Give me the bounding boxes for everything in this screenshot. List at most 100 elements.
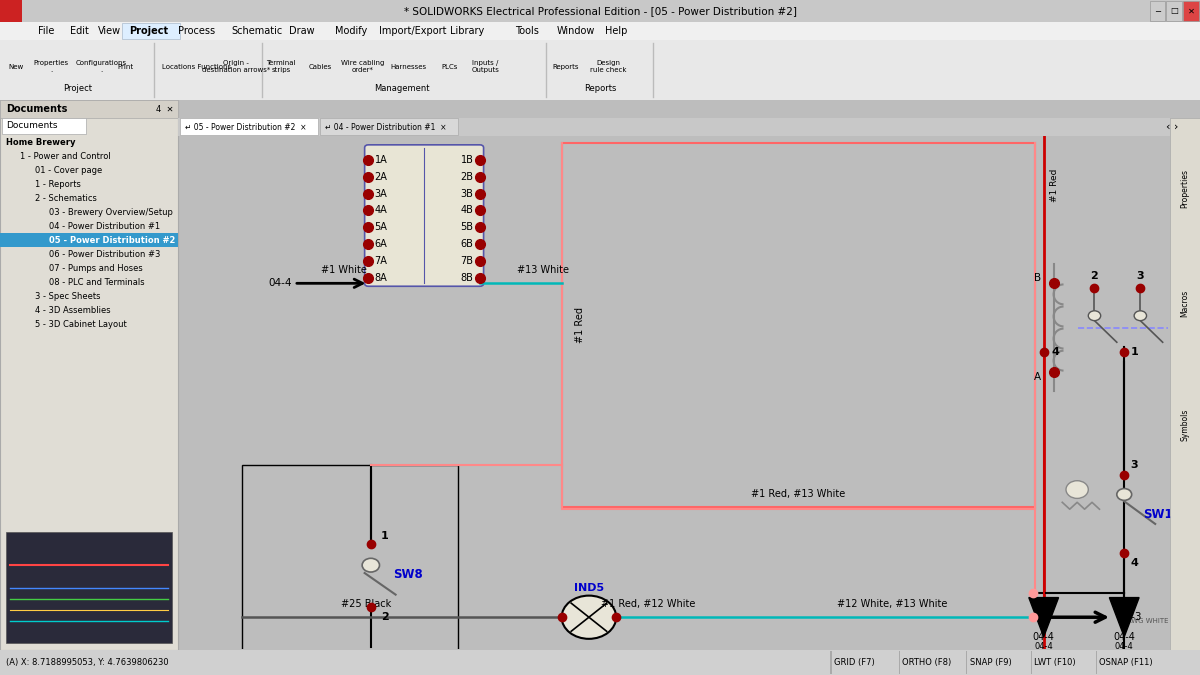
- Text: 2: 2: [380, 612, 389, 622]
- Text: 06 - Power Distribution #3: 06 - Power Distribution #3: [49, 250, 161, 259]
- Text: B: B: [1034, 273, 1042, 284]
- Circle shape: [1134, 310, 1146, 321]
- Text: Edit: Edit: [70, 26, 89, 36]
- Text: 3: 3: [1136, 271, 1144, 281]
- Text: GRID (F7): GRID (F7): [834, 658, 875, 667]
- Text: Design
rule check: Design rule check: [590, 60, 626, 73]
- Text: Window: Window: [557, 26, 595, 36]
- Text: LWT (F10): LWT (F10): [1034, 658, 1076, 667]
- Text: 3 - Spec Sheets: 3 - Spec Sheets: [35, 292, 101, 301]
- Bar: [242, 465, 457, 666]
- Text: 05 - Power Distribution #2: 05 - Power Distribution #2: [49, 236, 175, 245]
- Text: Print: Print: [118, 63, 133, 70]
- Text: ↵ 05 - Power Distribution #2  ×: ↵ 05 - Power Distribution #2 ×: [185, 122, 306, 132]
- Text: #12 White, #13 White: #12 White, #13 White: [836, 599, 947, 610]
- Text: OSNAP (F11): OSNAP (F11): [1099, 658, 1153, 667]
- Text: SNAP (F9): SNAP (F9): [970, 658, 1012, 667]
- Text: #25 Black: #25 Black: [341, 599, 391, 610]
- Text: Symbols: Symbols: [1181, 409, 1189, 441]
- Text: * SOLIDWORKS Electrical Professional Edition - [05 - Power Distribution #2]: * SOLIDWORKS Electrical Professional Edi…: [403, 6, 797, 16]
- Text: Help: Help: [605, 26, 628, 36]
- Text: 01 - Cover page: 01 - Cover page: [35, 166, 102, 175]
- Text: #1 Red, #13 White: #1 Red, #13 White: [751, 489, 846, 500]
- Text: 7B: 7B: [461, 256, 474, 267]
- Text: 5: 5: [1174, 271, 1181, 281]
- Text: 04-4: 04-4: [1114, 632, 1135, 642]
- Text: 04-4: 04-4: [1034, 642, 1054, 651]
- Text: 04-4: 04-4: [268, 278, 292, 288]
- Text: Inputs /
Outputs: Inputs / Outputs: [472, 60, 499, 73]
- Circle shape: [362, 558, 379, 572]
- Text: Process: Process: [178, 26, 215, 36]
- Text: #1 Red: #1 Red: [1050, 169, 1058, 202]
- Text: ‹ ›: ‹ ›: [1166, 122, 1178, 132]
- Text: 4: 4: [1130, 558, 1139, 568]
- Text: Home Brewery: Home Brewery: [6, 138, 76, 147]
- Text: Harnesses: Harnesses: [390, 63, 426, 70]
- Text: 7A: 7A: [374, 256, 388, 267]
- Text: CR3: CR3: [1180, 321, 1200, 334]
- Text: Properties
.: Properties .: [34, 60, 68, 73]
- Text: #1 White: #1 White: [320, 265, 366, 275]
- Text: 1: 1: [380, 531, 389, 541]
- Bar: [562, 143, 1036, 507]
- Circle shape: [1088, 310, 1100, 321]
- Text: 6B: 6B: [461, 240, 474, 249]
- Text: Project: Project: [64, 84, 92, 93]
- Text: 2 - Schematics: 2 - Schematics: [35, 194, 97, 203]
- Text: 4B: 4B: [461, 205, 474, 215]
- Text: 03 - Brewery Overview/Setup: 03 - Brewery Overview/Setup: [49, 208, 173, 217]
- Text: 5A: 5A: [374, 222, 388, 232]
- Text: 5 - 3D Cabinet Layout: 5 - 3D Cabinet Layout: [35, 320, 126, 329]
- Text: Documents: Documents: [6, 104, 67, 114]
- Text: PLCs: PLCs: [442, 63, 458, 70]
- FancyBboxPatch shape: [365, 145, 484, 286]
- Text: 04 - Power Distribution #1: 04 - Power Distribution #1: [49, 222, 161, 231]
- Text: 6A: 6A: [374, 240, 388, 249]
- Text: 8B: 8B: [461, 273, 474, 284]
- Text: 1: 1: [1130, 347, 1138, 357]
- Text: Import/Export: Import/Export: [379, 26, 446, 36]
- Text: File: File: [38, 26, 55, 36]
- Text: Schematic: Schematic: [232, 26, 283, 36]
- Text: Reports: Reports: [584, 84, 616, 93]
- Text: Documents: Documents: [6, 122, 58, 130]
- Text: Terminal
strips: Terminal strips: [266, 60, 296, 73]
- Text: 4  ✕: 4 ✕: [156, 105, 174, 113]
- Text: Project: Project: [130, 26, 169, 36]
- Text: (A) X: 8.7188995053, Y: 4.7639806230: (A) X: 8.7188995053, Y: 4.7639806230: [6, 658, 169, 667]
- Text: 07 - Pumps and Hoses: 07 - Pumps and Hoses: [49, 264, 143, 273]
- Text: Cables: Cables: [308, 63, 331, 70]
- Text: SW1: SW1: [1142, 508, 1172, 520]
- Text: Library: Library: [450, 26, 485, 36]
- Text: 2A: 2A: [374, 171, 388, 182]
- Text: 08 - PLC and Terminals: 08 - PLC and Terminals: [49, 278, 145, 287]
- Text: Locations Functions: Locations Functions: [162, 63, 232, 70]
- Text: 1A: 1A: [374, 155, 388, 165]
- Text: ✕: ✕: [1188, 7, 1194, 16]
- Text: 8A: 8A: [374, 273, 388, 284]
- Circle shape: [1117, 489, 1132, 500]
- Polygon shape: [1109, 597, 1139, 637]
- Text: 4A: 4A: [374, 205, 388, 215]
- Text: 04-4: 04-4: [1115, 642, 1134, 651]
- Text: 4: 4: [1051, 347, 1058, 357]
- Text: 3A: 3A: [374, 188, 388, 198]
- Circle shape: [1066, 481, 1088, 498]
- Text: Modify: Modify: [335, 26, 367, 36]
- Polygon shape: [1028, 597, 1058, 637]
- Text: 3: 3: [1130, 460, 1138, 470]
- Text: #1 Red: #1 Red: [575, 306, 586, 342]
- Text: 04-3: 04-3: [1118, 612, 1141, 622]
- Text: Properties: Properties: [1181, 169, 1189, 209]
- Text: Reports: Reports: [552, 63, 578, 70]
- Text: 4 - 3D Assemblies: 4 - 3D Assemblies: [35, 306, 110, 315]
- Text: Configurations
.: Configurations .: [76, 60, 127, 73]
- Text: ↵ 04 - Power Distribution #1  ×: ↵ 04 - Power Distribution #1 ×: [325, 122, 446, 132]
- Circle shape: [562, 595, 616, 639]
- Circle shape: [1171, 310, 1183, 321]
- Text: SW8: SW8: [394, 568, 422, 581]
- Text: A: A: [1034, 372, 1042, 381]
- Text: 04-3
14AWG WHITE: 04-3 14AWG WHITE: [1118, 612, 1169, 624]
- Text: □: □: [1170, 7, 1178, 16]
